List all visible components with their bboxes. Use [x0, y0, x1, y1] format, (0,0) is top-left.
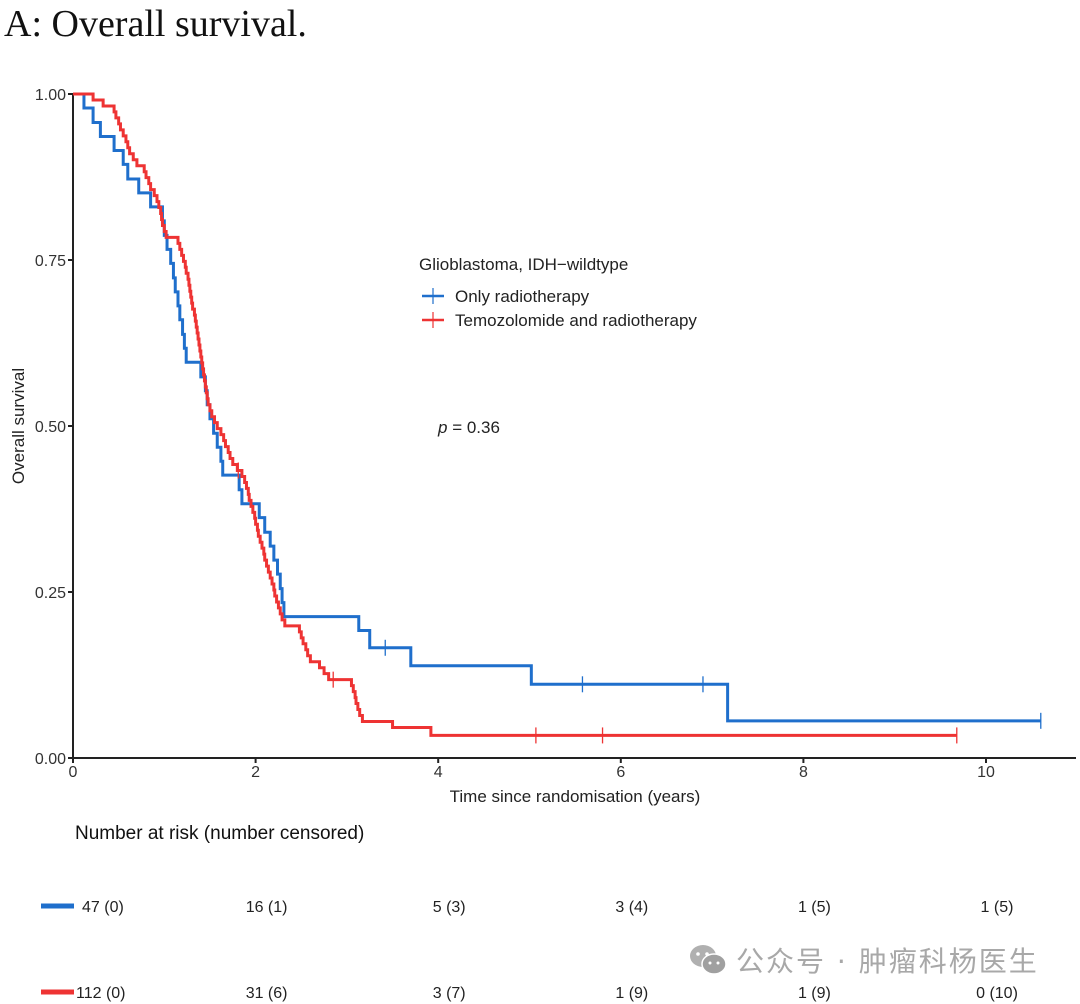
risk-row: 47 (0) 16 (1) 5 (3) 3 (4) 1 (5) 1 (5) [41, 899, 1013, 916]
survival-curves [73, 92, 1042, 744]
series-only-radiotherapy [73, 92, 1042, 729]
x-tick-label: 0 [69, 764, 78, 781]
y-tick-label: 0.25 [35, 585, 66, 602]
watermark-text: 公众号 · 肿瘤科杨医生 [736, 945, 1039, 978]
x-tick-label: 4 [434, 764, 443, 781]
x-tick-label: 6 [616, 764, 625, 781]
x-ticks: 0 2 4 6 8 10 [69, 758, 995, 781]
risk-cell: 1 (9) [798, 985, 831, 1002]
x-axis-title: Time since randomisation (years) [450, 787, 701, 806]
y-tick-label: 0.75 [35, 253, 66, 270]
risk-table-title: Number at risk (number censored) [75, 823, 364, 844]
y-ticks: 0.00 0.25 0.50 0.75 1.00 [35, 87, 73, 768]
legend-entry-temozolomide: Temozolomide and radiotherapy [422, 311, 697, 330]
x-tick-label: 8 [799, 764, 808, 781]
risk-cell: 3 (4) [615, 899, 648, 916]
p-value: = 0.36 [447, 418, 499, 437]
y-tick-label: 0.50 [35, 419, 66, 436]
risk-cell: 16 (1) [246, 899, 288, 916]
y-tick-label: 1.00 [35, 87, 66, 104]
panel-title: A: Overall survival. [4, 3, 307, 45]
p-value-annotation: p = 0.36 [437, 418, 500, 437]
km-curve [73, 92, 957, 737]
x-tick-label: 2 [251, 764, 260, 781]
legend-title: Glioblastoma, IDH−wildtype [419, 255, 628, 274]
x-tick-label: 10 [977, 764, 995, 781]
legend-label: Only radiotherapy [455, 287, 590, 306]
risk-table: Number at risk (number censored) 47 (0) 1… [41, 823, 1018, 1002]
risk-cell: 0 (10) [976, 985, 1018, 1002]
risk-cell: 112 (0) [76, 985, 126, 1002]
risk-cell: 1 (9) [615, 985, 648, 1002]
y-tick-label: 0.00 [35, 751, 66, 768]
risk-cell: 5 (3) [433, 899, 466, 916]
risk-row: 112 (0) 31 (6) 3 (7) 1 (9) 1 (9) 0 (10) [41, 985, 1018, 1002]
wechat-icon [688, 943, 728, 977]
risk-cell: 47 (0) [82, 899, 124, 916]
risk-cell: 1 (5) [798, 899, 831, 916]
axes: 0.00 0.25 0.50 0.75 1.00 0 2 4 6 8 10 Overall sur… [9, 87, 1076, 806]
series-temozolomide-radiotherapy [73, 92, 958, 744]
p-symbol: p [437, 418, 447, 437]
risk-cell: 3 (7) [433, 985, 466, 1002]
legend: Glioblastoma, IDH−wildtype Only radiothe… [419, 255, 697, 330]
y-axis-title: Overall survival [9, 368, 28, 484]
legend-entry-only-radiotherapy: Only radiotherapy [422, 287, 590, 306]
watermark: 公众号 · 肿瘤科杨医生 [688, 940, 1039, 980]
km-curve [73, 92, 1041, 723]
legend-label: Temozolomide and radiotherapy [455, 311, 697, 330]
risk-cell: 31 (6) [246, 985, 288, 1002]
risk-rows: 47 (0) 16 (1) 5 (3) 3 (4) 1 (5) 1 (5) 112 (0) 3… [41, 899, 1018, 1002]
risk-cell: 1 (5) [981, 899, 1014, 916]
